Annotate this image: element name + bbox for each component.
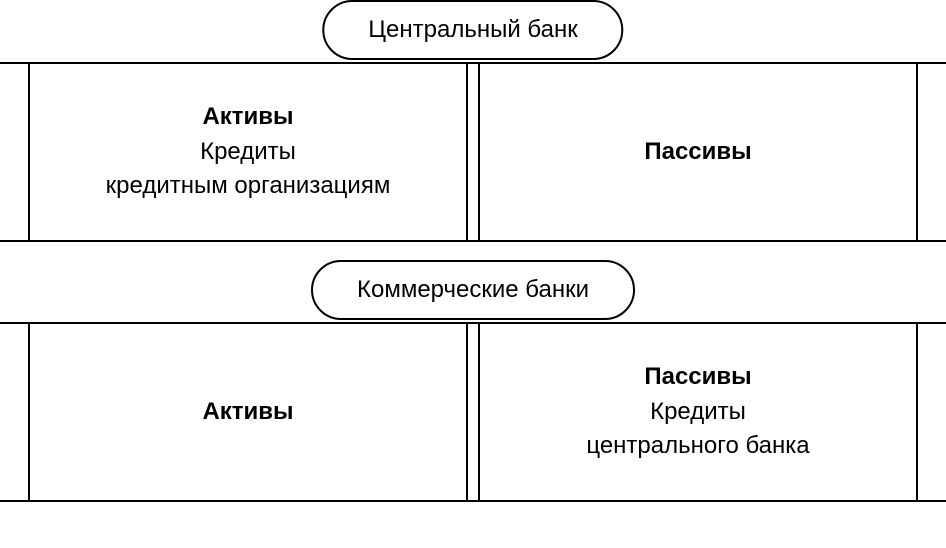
left-margin-col (0, 64, 30, 240)
cell-assets: Активы (30, 324, 466, 500)
header-pill-commercial-banks: Коммерческие банки (311, 260, 635, 320)
cell-title: Пассивы (644, 135, 751, 170)
cell-title: Активы (202, 395, 293, 430)
balance-table-central-bank: Активы Кредиты кредитным организациям Па… (0, 62, 946, 242)
balance-table-commercial-banks: Активы Пассивы Кредиты центрального банк… (0, 322, 946, 502)
header-pill-central-bank: Центральный банк (322, 0, 623, 60)
right-margin-col (916, 64, 946, 240)
cell-sub-line2: центрального банка (586, 429, 809, 464)
section-central-bank: Центральный банк Активы Кредиты кредитны… (0, 0, 946, 242)
center-divider (466, 324, 480, 500)
cell-sub-line1: Кредиты (650, 395, 746, 430)
center-divider (466, 64, 480, 240)
right-margin-col (916, 324, 946, 500)
header-label: Центральный банк (368, 16, 577, 43)
cell-liabilities: Пассивы Кредиты центрального банка (480, 324, 916, 500)
header-label: Коммерческие банки (357, 276, 589, 303)
left-margin-col (0, 324, 30, 500)
cell-title: Активы (202, 100, 293, 135)
section-commercial-banks: Коммерческие банки Активы Пассивы Кредит… (0, 260, 946, 506)
cell-title: Пассивы (644, 360, 751, 395)
cell-liabilities: Пассивы (480, 64, 916, 240)
cell-sub-line1: Кредиты (200, 135, 296, 170)
cell-sub-line2: кредитным организациям (106, 169, 391, 204)
cell-assets: Активы Кредиты кредитным организациям (30, 64, 466, 240)
